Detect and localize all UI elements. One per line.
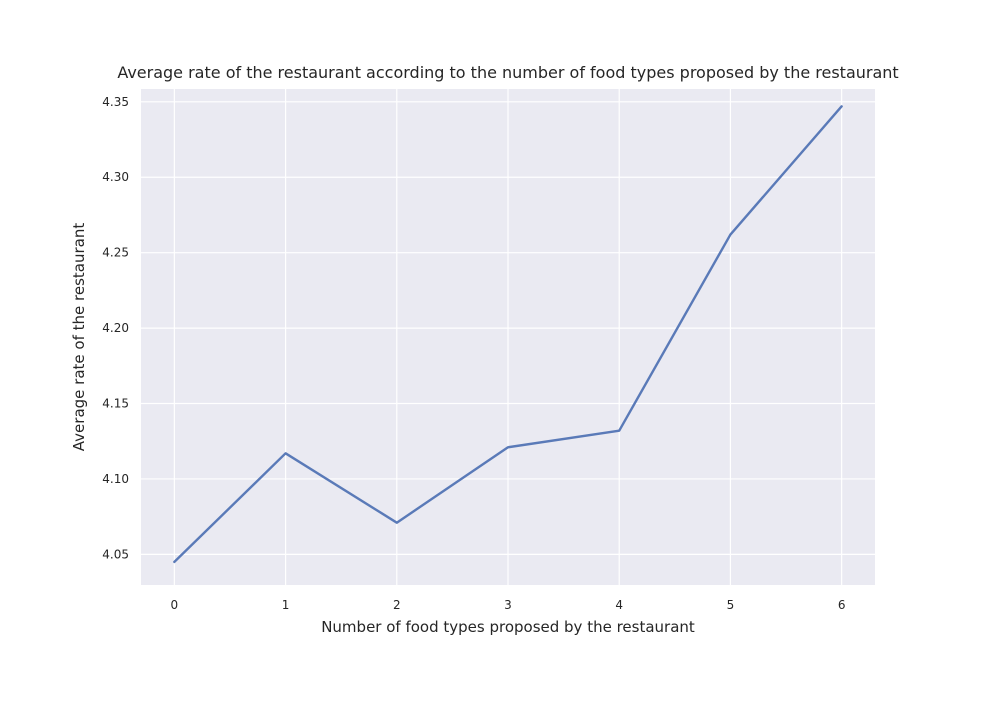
y-tick-label: 4.05 — [102, 547, 129, 561]
x-tick-label: 5 — [727, 598, 735, 612]
y-tick-labels: 4.05 4.10 4.15 4.20 4.25 4.30 4.35 — [102, 95, 129, 562]
x-tick-label: 3 — [504, 598, 512, 612]
chart-title: Average rate of the restaurant according… — [117, 63, 898, 82]
y-tick-label: 4.15 — [102, 397, 129, 411]
series-layer — [173, 105, 843, 564]
y-tick-label: 4.30 — [102, 170, 129, 184]
x-tick-label: 4 — [615, 598, 623, 612]
x-tick-label: 6 — [838, 598, 846, 612]
grid-lines — [141, 89, 875, 585]
y-axis-label: Average rate of the restaurant — [70, 223, 88, 452]
y-tick-label: 4.25 — [102, 246, 129, 260]
x-tick-labels: 0 1 2 3 4 5 6 — [171, 598, 846, 612]
x-axis-label: Number of food types proposed by the res… — [321, 618, 695, 636]
x-tick-label: 1 — [282, 598, 290, 612]
y-tick-label: 4.20 — [102, 321, 129, 335]
x-tick-label: 0 — [171, 598, 179, 612]
x-tick-label: 2 — [393, 598, 401, 612]
y-tick-label: 4.35 — [102, 95, 129, 109]
y-tick-label: 4.10 — [102, 472, 129, 486]
series-line — [173, 105, 843, 564]
